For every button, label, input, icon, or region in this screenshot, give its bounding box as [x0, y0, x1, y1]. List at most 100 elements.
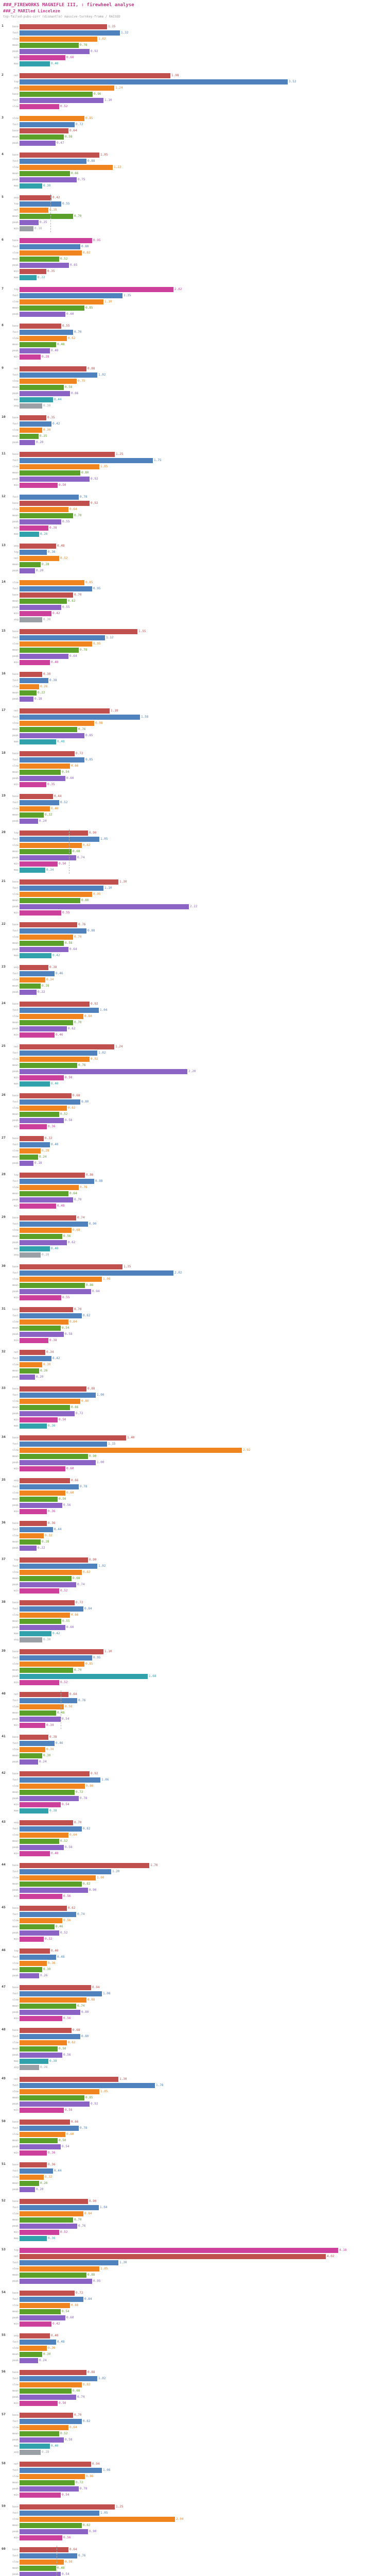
- bar: [20, 2400, 58, 2406]
- bar-row: min 0.40: [0, 659, 386, 665]
- bar: [20, 2211, 83, 2216]
- bar-label: peak: [12, 1546, 19, 1550]
- group-label: 3: [2, 115, 4, 120]
- bar-label: fast: [12, 1528, 19, 1531]
- bar-value-label: 1.24: [115, 86, 123, 90]
- bar-group: 58 net 0.94 fast 1.08 slow 0.86 mean 0.72 peak 0.7…: [0, 2461, 386, 2498]
- bar-row: avg 0.30: [0, 1637, 386, 1642]
- bar: [20, 720, 94, 726]
- bar: [20, 1704, 64, 1709]
- bar-value-label: 0.38: [49, 1809, 57, 1813]
- bar-label: mean: [12, 599, 19, 603]
- group-label: 42: [2, 1771, 6, 1775]
- bar: [20, 879, 118, 885]
- bar-label: fast: [12, 2126, 19, 2130]
- bar-label: base: [12, 1986, 19, 1989]
- bar-label: min: [13, 1076, 19, 1079]
- bar-label: peak: [12, 477, 19, 481]
- bar-row: fast 1.02: [0, 2376, 386, 2381]
- bar: [20, 647, 79, 653]
- bar-row: base 0.92: [0, 500, 386, 506]
- bar: [20, 1441, 107, 1447]
- bar-label: min: [13, 2151, 19, 2155]
- bar-value-label: 0.90: [89, 831, 97, 835]
- bar-row: peak 0.20: [0, 568, 386, 573]
- bar: [20, 1985, 91, 1990]
- bar-label: fast: [12, 2377, 19, 2380]
- bar-value-label: 1.55: [138, 630, 146, 634]
- bar-row: net 1.24: [0, 1044, 386, 1049]
- bar-value-label: 0.52: [60, 2230, 68, 2234]
- group-label: 22: [2, 922, 6, 926]
- bar-row: slow 0.88: [0, 1997, 386, 2003]
- bar-value-label: 2.92: [243, 1448, 251, 1452]
- bar-label: avg: [13, 2065, 19, 2069]
- bar-label: top: [13, 1949, 19, 1953]
- bar-row: min 0.42: [0, 611, 386, 616]
- bar-row: net 1.18: [0, 708, 386, 714]
- bar-value-label: 0.66: [71, 2120, 79, 2124]
- group-label: 57: [2, 2412, 6, 2417]
- bar-label: min: [13, 1510, 19, 1513]
- bar-row: fast 1.06: [0, 1777, 386, 1783]
- bar-row: slow 0.62: [0, 1105, 386, 1111]
- bar-label: fast: [12, 2261, 19, 2264]
- bar: [20, 85, 114, 91]
- bar: [20, 433, 39, 439]
- bar-value-label: 0.76: [78, 1063, 86, 1067]
- bar-value-label: 0.66: [71, 1405, 79, 1410]
- bar: [20, 1374, 35, 1380]
- bar-label: min: [13, 612, 19, 615]
- bar-label: base: [12, 324, 19, 328]
- bar-row: fast 0.80: [0, 244, 386, 249]
- bar: [20, 164, 113, 170]
- bar-value-label: 0.78: [80, 1185, 87, 1190]
- bar: [20, 855, 76, 860]
- bar-row: top 2.02: [0, 286, 386, 292]
- bar: [20, 1105, 67, 1111]
- bar: [20, 2125, 79, 2131]
- bar-label: fast: [12, 1607, 19, 1611]
- bar: [20, 1954, 56, 1960]
- group-label: 21: [2, 879, 6, 884]
- bar-row: base 0.92: [0, 1001, 386, 1007]
- bar-value-label: 0.66: [71, 1479, 79, 1483]
- bar-row: fast 1.32: [0, 30, 386, 36]
- group-label: 58: [2, 2461, 6, 2466]
- bar-value-label: 0.30: [43, 184, 51, 188]
- bar-row: min 0.50: [0, 482, 386, 488]
- bar-label: peak: [12, 734, 19, 737]
- bar: [20, 342, 56, 347]
- bar-row: fast 0.38: [0, 677, 386, 683]
- bar-row: mean 0.26: [0, 2180, 386, 2186]
- bar-label: max: [13, 954, 19, 957]
- bar: [20, 1398, 80, 1404]
- bar-value-label: 1.05: [100, 465, 108, 469]
- bar-value-label: 0.58: [65, 2438, 73, 2442]
- bar: [20, 1698, 77, 1703]
- bar: [20, 555, 59, 561]
- bar-value-label: 0.66: [71, 764, 79, 768]
- bar-label: mean: [12, 257, 19, 261]
- bar: [20, 506, 68, 512]
- bar-label: base: [12, 1308, 19, 1311]
- bar-label: fast: [12, 1357, 19, 1360]
- bar-row: base 0.70: [0, 2412, 386, 2418]
- bar: [20, 2027, 72, 2033]
- bar-value-label: 0.75: [78, 178, 85, 182]
- bar-label: slow: [12, 1228, 19, 1232]
- bar-label: mean: [12, 1063, 19, 1067]
- bar-value-label: 0.76: [78, 727, 86, 732]
- bar-value-label: 0.48: [57, 343, 65, 347]
- bar-row: mean 0.70: [0, 513, 386, 518]
- bar-label: mean: [12, 1925, 19, 1928]
- bar: [20, 2046, 58, 2052]
- bar-label: mean: [12, 514, 19, 517]
- bar-label: mean: [12, 1711, 19, 1715]
- bar-row: peak 0.55: [0, 604, 386, 610]
- bar-row: base 0.96: [0, 91, 386, 97]
- bar-row: peak 0.60: [0, 775, 386, 781]
- bar-label: max: [13, 1082, 19, 1086]
- bar-group: 10 base 0.35 fast 0.42 slow 0.30 mean 0.25 peak 0.…: [0, 415, 386, 445]
- bar-group: 34 base 1.40 fast 1.15 slow 2.92 mean 0.90 peak 1.…: [0, 1435, 386, 1471]
